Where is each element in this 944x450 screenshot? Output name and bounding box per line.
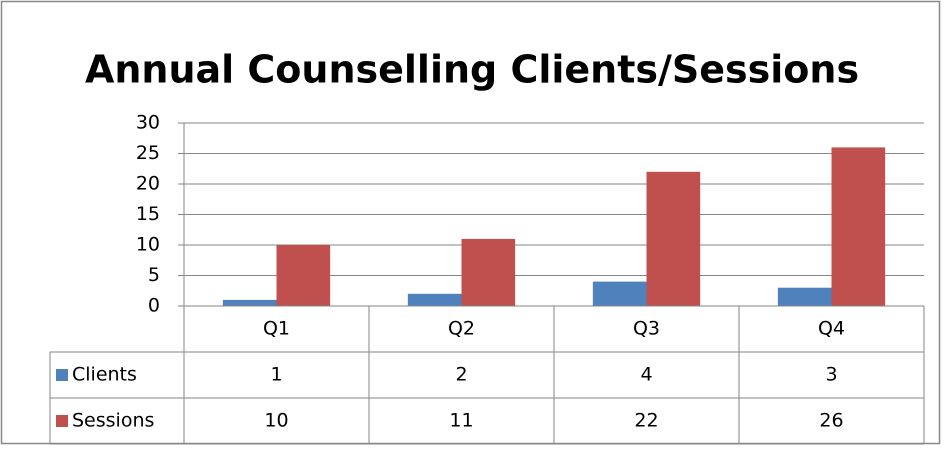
table-value: 10 [264,410,288,432]
bar [461,238,516,306]
y-tick-label: 10 [136,234,160,256]
bar [276,245,331,306]
y-tick-label: 5 [148,264,160,286]
legend-label: Sessions [72,410,154,432]
x-tick-label: Q2 [448,318,475,340]
legend-label: Clients [72,364,137,386]
table-value: 22 [634,410,658,432]
bar [777,287,832,306]
chart-title: Annual Counselling Clients/Sessions [85,48,859,92]
bar [831,147,886,306]
y-tick-label: 25 [136,142,160,164]
y-tick-label: 30 [136,112,160,134]
table-value: 4 [640,364,652,386]
y-tick-label: 15 [136,203,160,225]
table-value: 2 [455,364,467,386]
x-tick-label: Q3 [633,318,660,340]
bar [592,281,647,306]
x-tick-label: Q1 [263,318,290,340]
bar [407,293,462,306]
x-tick-label: Q4 [818,318,845,340]
legend-swatch [56,415,68,427]
table-value: 11 [449,410,473,432]
table-value: 3 [825,364,837,386]
legend-swatch [56,369,68,381]
y-tick-label: 20 [136,173,160,195]
table-value: 26 [819,410,843,432]
y-tick-label: 0 [148,295,160,317]
bar [222,299,277,306]
bar [646,171,701,306]
table-value: 1 [270,364,282,386]
